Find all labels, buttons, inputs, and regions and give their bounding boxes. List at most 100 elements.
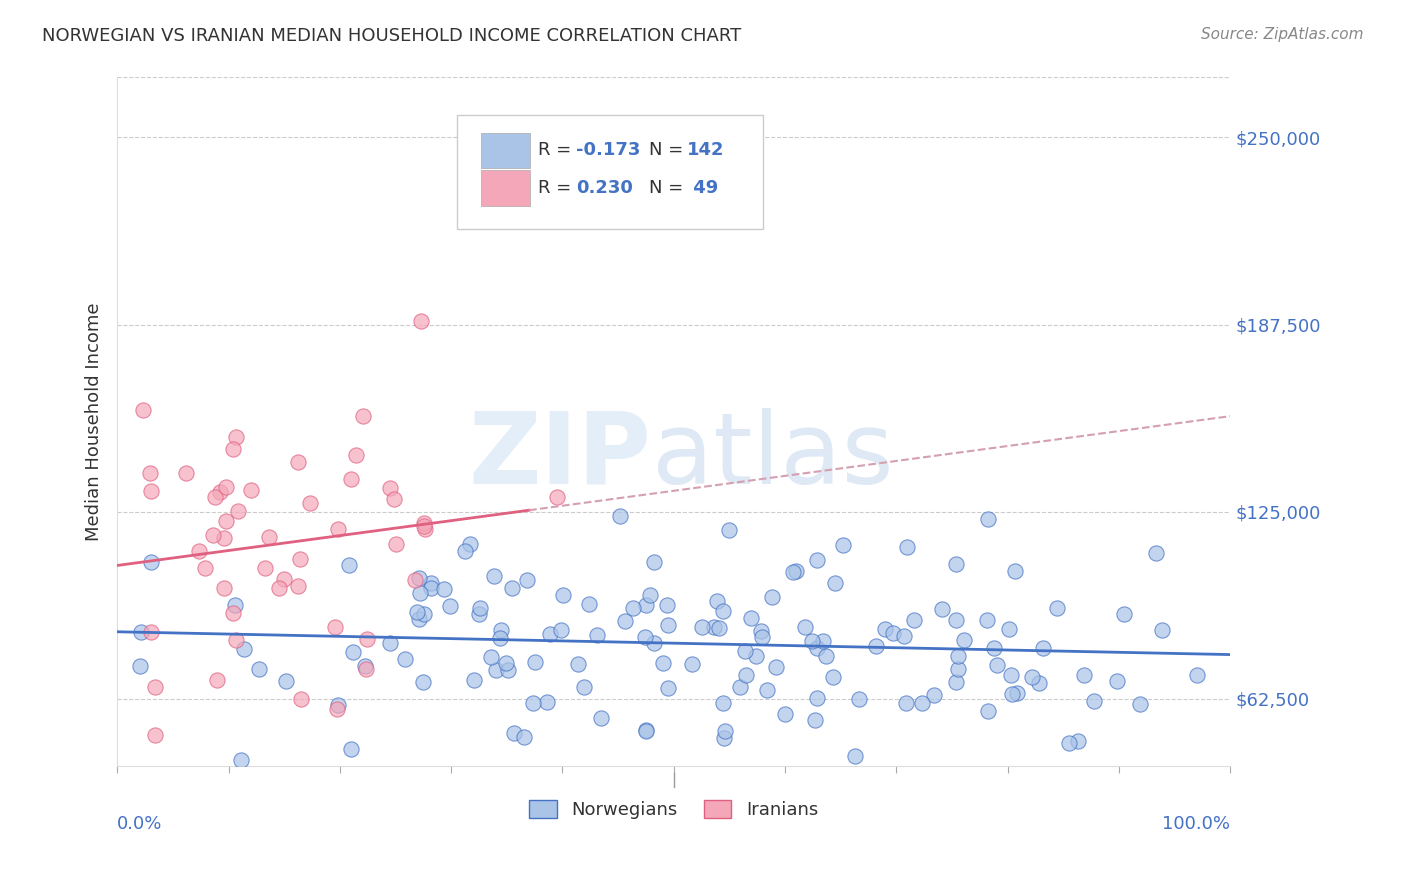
Point xyxy=(354,662,377,676)
Text: Source: ZipAtlas.com: Source: ZipAtlas.com xyxy=(1201,27,1364,42)
Text: 100.0%: 100.0% xyxy=(1163,814,1230,832)
Point xyxy=(1057,736,1080,750)
Point xyxy=(806,640,828,655)
Point xyxy=(636,723,658,737)
Point xyxy=(865,639,887,653)
Point xyxy=(404,573,426,587)
Point xyxy=(952,633,974,648)
Point xyxy=(215,480,238,494)
Point xyxy=(380,636,402,650)
Point xyxy=(405,605,427,619)
Point xyxy=(574,680,596,694)
Point xyxy=(1083,694,1105,708)
Point xyxy=(298,496,321,510)
Point xyxy=(225,429,247,443)
Point xyxy=(523,656,546,670)
Point xyxy=(713,731,735,745)
Point xyxy=(815,649,838,664)
Point xyxy=(273,572,295,586)
Text: ZIP: ZIP xyxy=(468,408,651,505)
Point xyxy=(408,612,430,626)
FancyBboxPatch shape xyxy=(457,115,763,229)
Point xyxy=(976,704,998,718)
Point xyxy=(129,624,152,639)
Point xyxy=(1000,668,1022,682)
Point xyxy=(232,641,254,656)
Point xyxy=(1067,734,1090,748)
Point xyxy=(578,597,600,611)
Point xyxy=(382,491,405,506)
Point xyxy=(728,681,751,695)
FancyBboxPatch shape xyxy=(481,133,530,169)
Point xyxy=(215,514,238,528)
Y-axis label: Median Household Income: Median Household Income xyxy=(86,302,103,541)
Point xyxy=(976,613,998,627)
Point xyxy=(202,528,225,542)
Point xyxy=(501,582,523,596)
Point xyxy=(340,742,363,756)
Point xyxy=(413,516,436,530)
Text: N =: N = xyxy=(650,141,689,159)
Point xyxy=(287,579,309,593)
Point xyxy=(782,565,804,579)
Point xyxy=(609,509,631,524)
Point xyxy=(468,607,491,622)
Text: R =: R = xyxy=(538,141,576,159)
Point xyxy=(589,711,612,725)
Point xyxy=(948,649,970,664)
Point xyxy=(479,650,502,665)
Point xyxy=(453,544,475,558)
Point xyxy=(585,628,607,642)
Point xyxy=(706,594,728,608)
Point xyxy=(806,691,828,706)
Point xyxy=(290,552,312,566)
Point xyxy=(354,659,377,673)
Point xyxy=(749,624,772,638)
Point xyxy=(205,673,228,687)
Point xyxy=(222,606,245,620)
Point xyxy=(977,512,1000,526)
Point xyxy=(344,448,367,462)
Point xyxy=(709,621,731,635)
Point xyxy=(800,634,823,648)
Point xyxy=(811,633,834,648)
Point xyxy=(412,675,434,690)
Point xyxy=(413,519,436,533)
Point xyxy=(1105,673,1128,688)
Point xyxy=(224,598,246,612)
Point xyxy=(538,627,561,641)
Point xyxy=(408,586,430,600)
Point xyxy=(240,483,263,497)
Point xyxy=(690,620,713,634)
Text: 49: 49 xyxy=(688,178,718,196)
Point xyxy=(903,613,925,627)
Point xyxy=(468,601,491,615)
Text: N =: N = xyxy=(650,178,689,196)
Point xyxy=(1144,546,1167,560)
Point xyxy=(340,471,363,485)
Point xyxy=(773,706,796,721)
Text: NORWEGIAN VS IRANIAN MEDIAN HOUSEHOLD INCOME CORRELATION CHART: NORWEGIAN VS IRANIAN MEDIAN HOUSEHOLD IN… xyxy=(42,27,741,45)
Point xyxy=(274,673,297,688)
Point xyxy=(188,543,211,558)
Point xyxy=(945,674,967,689)
Point xyxy=(1032,641,1054,656)
Text: R =: R = xyxy=(538,178,576,196)
Point xyxy=(212,531,235,545)
Point xyxy=(253,561,276,575)
Point xyxy=(896,696,918,710)
Point xyxy=(516,573,538,587)
Point xyxy=(536,695,558,709)
Point xyxy=(821,670,844,684)
Point xyxy=(882,625,904,640)
Point xyxy=(734,644,756,658)
Point xyxy=(711,604,734,618)
Point xyxy=(945,613,967,627)
Point xyxy=(1152,624,1174,638)
Text: 142: 142 xyxy=(688,141,724,159)
Point xyxy=(911,696,934,710)
Point xyxy=(139,484,162,499)
Point xyxy=(225,632,247,647)
Point xyxy=(931,601,953,615)
Point xyxy=(832,537,855,551)
